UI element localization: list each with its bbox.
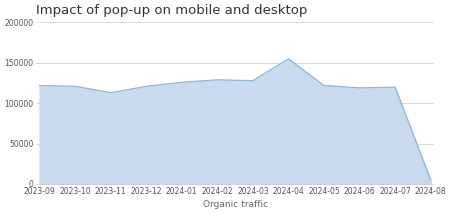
- X-axis label: Organic traffic: Organic traffic: [202, 200, 267, 209]
- Text: Impact of pop-up on mobile and desktop: Impact of pop-up on mobile and desktop: [36, 4, 308, 17]
